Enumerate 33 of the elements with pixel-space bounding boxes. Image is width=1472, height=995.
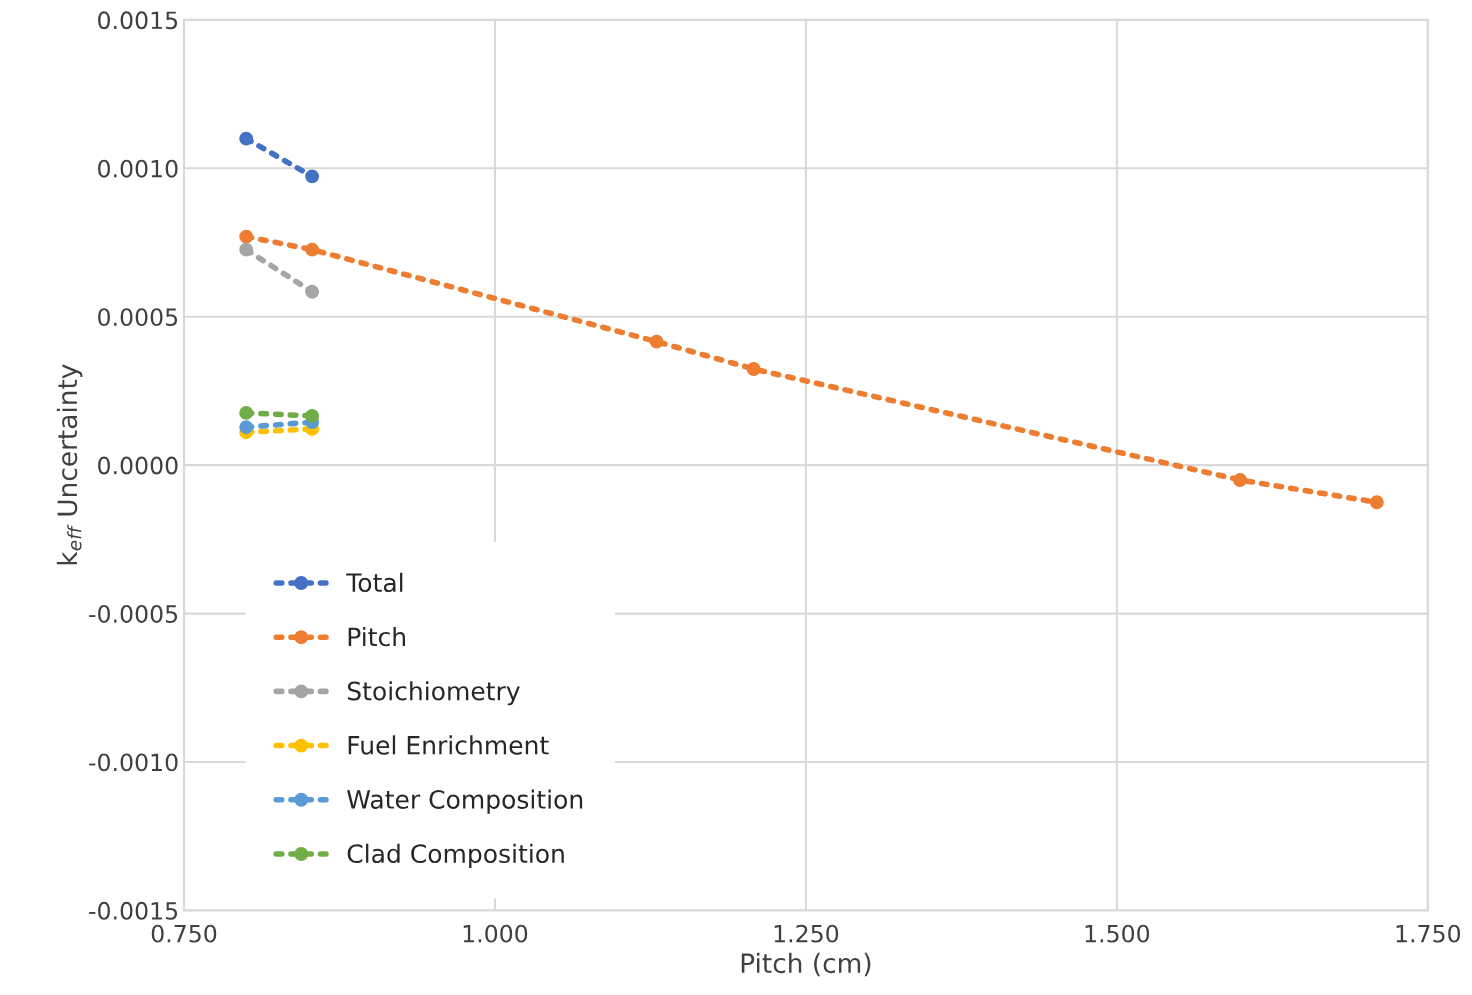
legend-label: Water Composition xyxy=(347,789,583,814)
x-tick-label: 1.000 xyxy=(463,924,528,943)
point xyxy=(239,242,254,257)
x-tick-label: 1.250 xyxy=(774,924,839,943)
point xyxy=(746,362,761,376)
point xyxy=(1233,473,1247,487)
y-tick-label: 0.0000 xyxy=(98,456,178,475)
legend-label: Fuel Enrichment xyxy=(348,735,549,755)
point xyxy=(305,242,320,257)
point xyxy=(305,408,320,423)
x-axis-title: Pitch (cm) xyxy=(741,952,871,977)
point xyxy=(239,420,254,435)
point xyxy=(305,169,320,184)
y-axis-title: k$_{eff}$ Uncertainty xyxy=(56,364,83,565)
y-tick-label: 0.0010 xyxy=(98,159,178,178)
legend-label: Total xyxy=(346,572,403,593)
point xyxy=(239,405,254,420)
y-tick-label: 0.0005 xyxy=(98,308,178,327)
y-tick-label: 0.0015 xyxy=(98,11,178,30)
point xyxy=(305,284,320,299)
legend-label: Stoichiometry xyxy=(347,681,520,706)
legend-label: Clad Composition xyxy=(347,843,564,868)
point xyxy=(239,229,254,244)
legend-label: Pitch xyxy=(348,626,405,647)
x-tick-label: 1.750 xyxy=(1396,924,1461,943)
point xyxy=(1369,495,1384,510)
x-tick-label: 1.500 xyxy=(1085,924,1150,943)
y-tick-label: -0.0010 xyxy=(89,753,178,772)
y-tick-label: -0.0005 xyxy=(89,605,178,623)
y-tick-label: -0.0015 xyxy=(89,901,178,920)
point xyxy=(239,131,254,146)
x-tick-label: 0.750 xyxy=(151,924,217,943)
point xyxy=(649,334,664,349)
